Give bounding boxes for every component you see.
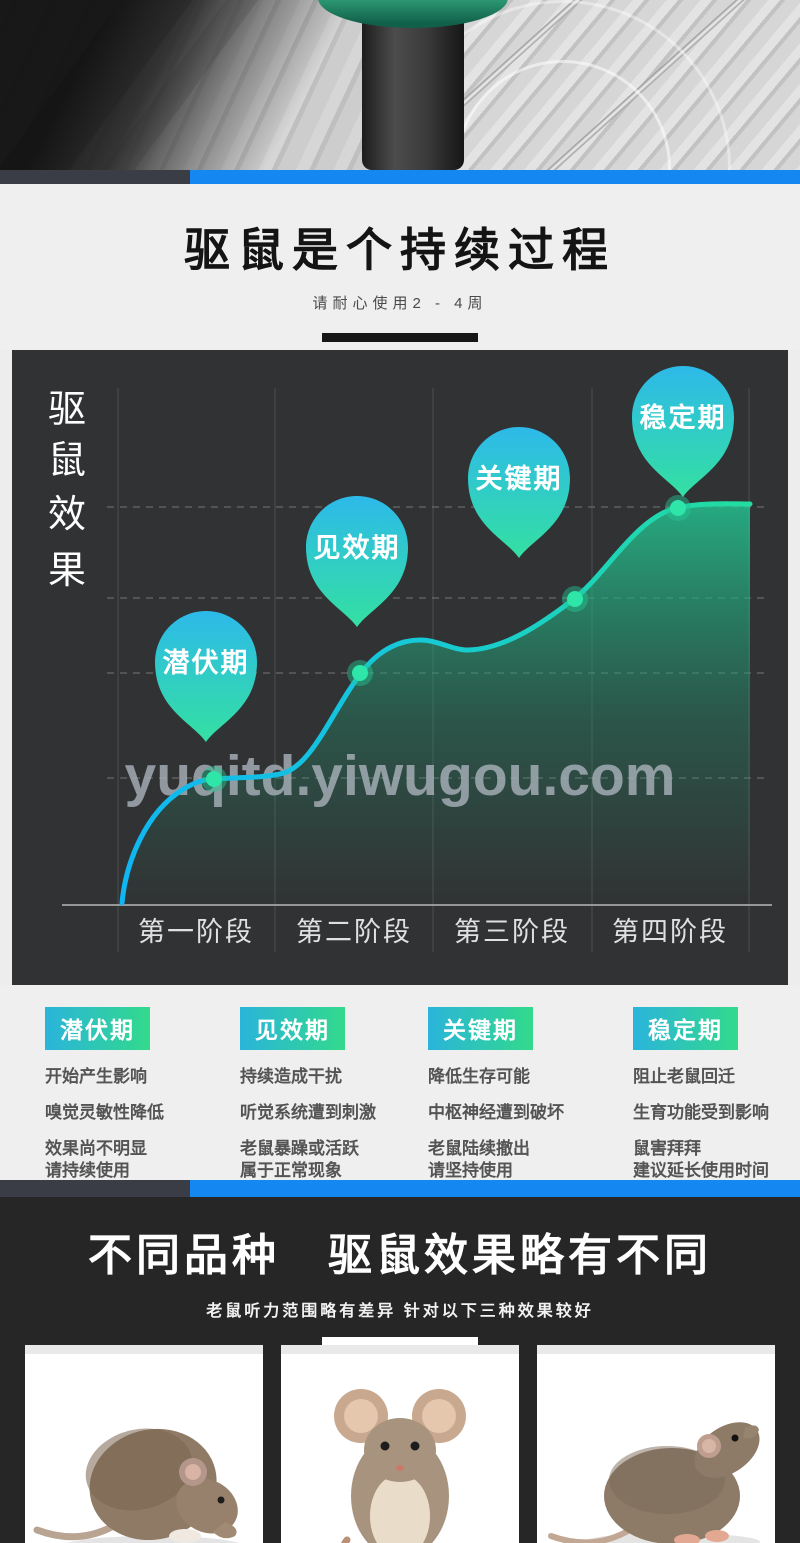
svg-text:效: 效	[48, 494, 86, 536]
balloon-critical: 关键期	[468, 427, 570, 558]
species-title: 不同品种 驱鼠效果略有不同	[88, 1231, 712, 1280]
svg-text:第三阶段: 第三阶段	[454, 917, 570, 947]
divider-dark-segment	[0, 170, 190, 184]
phase-item: 老鼠陆续撤出 请坚持使用	[428, 1139, 530, 1180]
phase-item: 听觉系统遭到刺激	[240, 1103, 376, 1122]
svg-text:第一阶段: 第一阶段	[138, 917, 254, 947]
phase-item: 持续造成干扰	[240, 1067, 342, 1086]
two-tone-divider	[0, 170, 800, 184]
phase-item: 效果尚不明显 请持续使用	[45, 1139, 147, 1180]
svg-text:果: 果	[48, 550, 86, 592]
mouse-side-illustration	[33, 1428, 239, 1543]
species-card-rat-side	[537, 1345, 775, 1543]
effect-chart: yuqitd.yiwugou.com 潜伏期 见效期 关键期 稳定期	[12, 350, 788, 985]
card-top-strip	[281, 1345, 519, 1354]
repeller-device-pole	[362, 0, 464, 170]
svg-text:第四阶段: 第四阶段	[612, 917, 728, 947]
phase-item: 降低生存可能	[428, 1067, 530, 1086]
balloon-label: 潜伏期	[163, 648, 250, 678]
curve-markers	[201, 495, 691, 792]
phase-column-effective: 见效期 持续造成干扰 听觉系统遭到刺激 老鼠暴躁或活跃 属于正常现象	[240, 1007, 430, 1182]
svg-text:驱: 驱	[48, 389, 86, 431]
phase-column-latent: 潜伏期 开始产生影响 嗅觉灵敏性降低 效果尚不明显 请持续使用	[45, 1007, 235, 1182]
rat-side-illustration	[548, 1422, 760, 1543]
phase-details-section: 潜伏期 开始产生影响 嗅觉灵敏性降低 效果尚不明显 请持续使用 见效期 持续造成…	[0, 985, 800, 1180]
phase-item: 嗅觉灵敏性降低	[45, 1103, 164, 1122]
page-title: 驱鼠是个持续过程	[184, 224, 616, 276]
svg-text:第二阶段: 第二阶段	[296, 917, 412, 947]
balloon-label: 见效期	[314, 533, 401, 563]
two-tone-divider	[0, 1180, 800, 1197]
phase-item: 生育功能受到影响	[633, 1103, 769, 1122]
svg-text:鼠: 鼠	[48, 440, 86, 482]
species-section: 不同品种 驱鼠效果略有不同 老鼠听力范围略有差异 针对以下三种效果较好	[0, 1197, 800, 1543]
balloon-latent: 潜伏期	[155, 611, 257, 742]
phase-item: 鼠害拜拜 建议延长使用时间	[633, 1139, 769, 1180]
intro-section: 驱鼠是个持续过程 请耐心使用2 - 4周	[0, 184, 800, 350]
effect-curve-svg: yuqitd.yiwugou.com 潜伏期 见效期 关键期 稳定期	[48, 366, 772, 952]
balloon-label: 关键期	[476, 463, 563, 494]
title-underline-bar	[322, 333, 478, 342]
x-axis-labels: 第一阶段 第二阶段 第三阶段 第四阶段	[138, 917, 728, 947]
divider-dark-segment	[0, 1180, 190, 1197]
balloon-label: 稳定期	[640, 402, 727, 433]
phase-badge: 稳定期	[633, 1007, 738, 1050]
divider-blue-segment	[190, 1180, 800, 1197]
balloon-effective: 见效期	[306, 496, 408, 627]
card-top-strip	[537, 1345, 775, 1354]
phase-column-critical: 关键期 降低生存可能 中枢神经遭到破坏 老鼠陆续撤出 请坚持使用	[428, 1007, 618, 1182]
title-underline-bar	[322, 1337, 478, 1346]
species-card-mouse-side	[25, 1345, 263, 1543]
card-top-strip	[25, 1345, 263, 1354]
phase-item: 开始产生影响	[45, 1067, 147, 1086]
phase-item: 阻止老鼠回迁	[633, 1067, 735, 1086]
effect-curve-line	[119, 501, 753, 906]
species-subtitle: 老鼠听力范围略有差异 针对以下三种效果较好	[206, 1303, 594, 1320]
phase-item: 中枢神经遭到破坏	[428, 1103, 564, 1122]
phase-badge: 见效期	[240, 1007, 345, 1050]
phase-column-stable: 稳定期 阻止老鼠回迁 生育功能受到影响 鼠害拜拜 建议延长使用时间	[633, 1007, 800, 1182]
divider-blue-segment	[190, 170, 800, 184]
species-card-mouse-front	[281, 1345, 519, 1543]
y-axis-label: 驱 鼠 效 果	[48, 389, 86, 592]
phase-item: 老鼠暴躁或活跃 属于正常现象	[240, 1139, 359, 1180]
balloon-stable: 稳定期	[632, 366, 734, 497]
page-subtitle: 请耐心使用2 - 4周	[312, 295, 488, 312]
phase-badge: 潜伏期	[45, 1007, 150, 1050]
product-photo	[0, 0, 800, 170]
species-cards	[0, 1345, 800, 1543]
phase-badge: 关键期	[428, 1007, 533, 1050]
mouse-front-illustration	[334, 1389, 466, 1543]
effect-area-fill	[122, 503, 750, 906]
